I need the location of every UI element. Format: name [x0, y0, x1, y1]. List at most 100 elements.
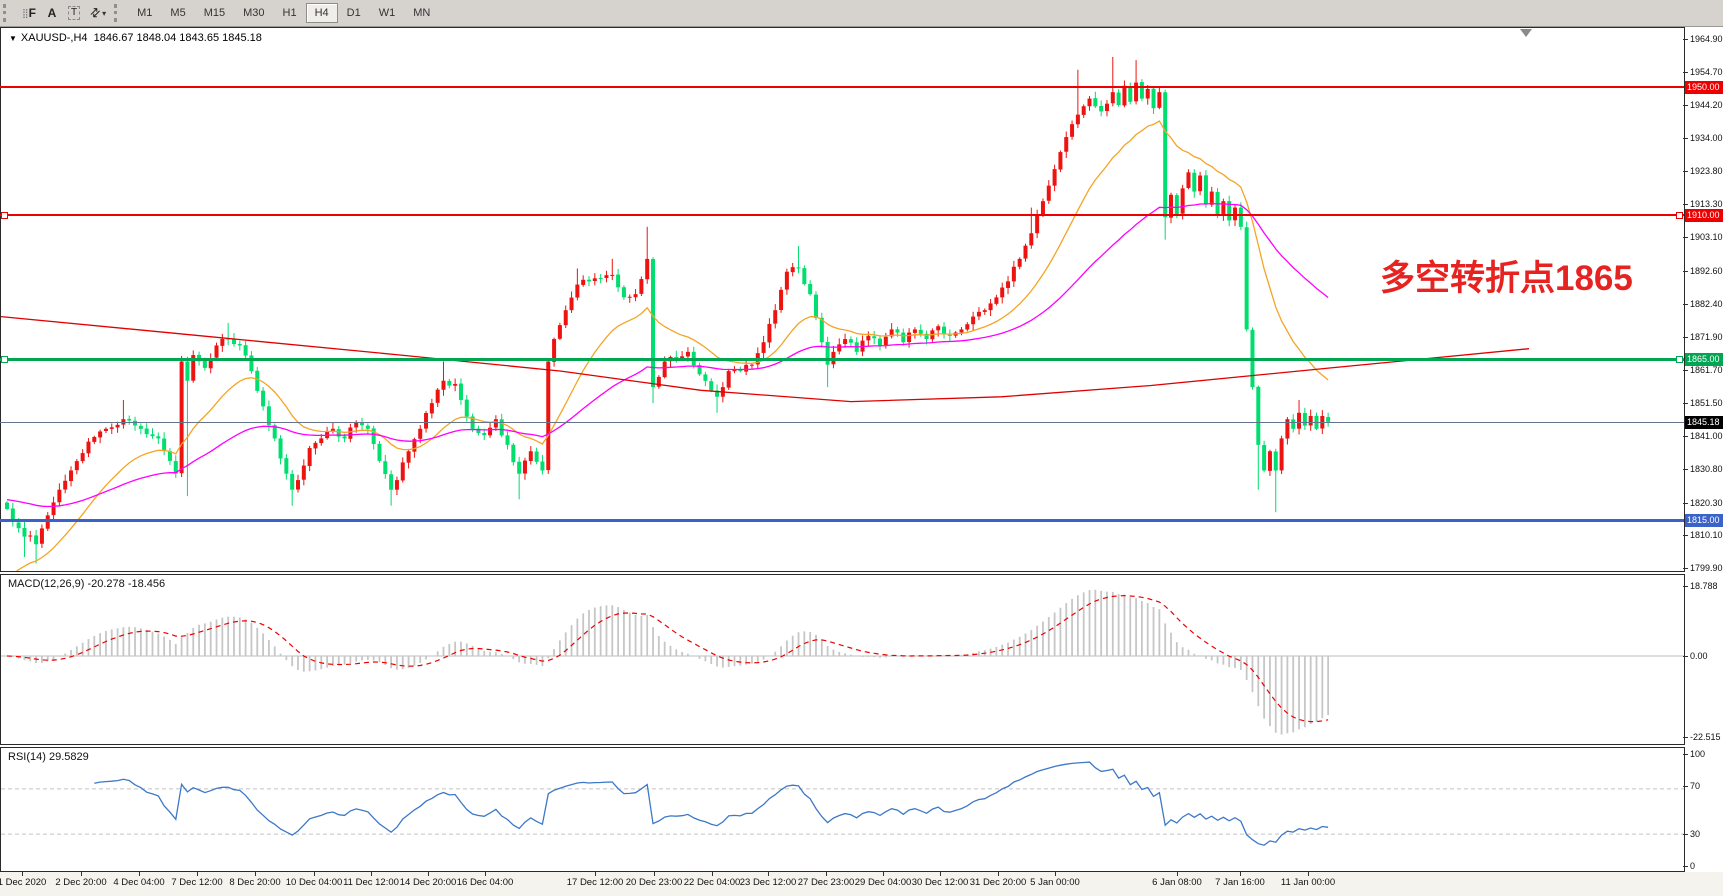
axis-tick-label: 1871.90 — [1690, 332, 1723, 342]
axis-tick-label: 100 — [1690, 749, 1706, 759]
axis-tick-label: 30 — [1690, 829, 1701, 839]
time-tick — [826, 872, 827, 876]
time-tick — [595, 872, 596, 876]
axis-tick-label: 1964.90 — [1690, 34, 1723, 44]
axis-tick — [1683, 304, 1688, 305]
fibonacci-tool-button[interactable]: ⣿ F — [17, 3, 41, 23]
time-label: 6 Jan 08:00 — [1152, 877, 1202, 888]
time-tick — [712, 872, 713, 876]
hline-handle[interactable] — [1, 356, 8, 363]
axis-tick-label: 1934.00 — [1690, 133, 1723, 143]
hline-1865.00[interactable] — [0, 358, 1684, 361]
axis-tick — [1683, 834, 1688, 835]
toolbar-grip[interactable] — [3, 4, 12, 22]
time-tick — [485, 872, 486, 876]
axis-tick-label: 1882.40 — [1690, 299, 1723, 309]
hline-handle[interactable] — [1676, 212, 1683, 219]
axis-tick-label: 1841.00 — [1690, 431, 1723, 441]
timeframe-button-h4[interactable]: H4 — [305, 3, 338, 23]
timeframe-button-m1[interactable]: M1 — [137, 7, 153, 19]
toolbar-grip-2[interactable] — [114, 4, 123, 22]
axis-tick — [1683, 469, 1688, 470]
time-tick — [768, 872, 769, 876]
time-label: 23 Dec 12:00 — [739, 877, 797, 888]
time-label: 27 Dec 23:00 — [797, 877, 855, 888]
price-flag-1950.00: 1950.00 — [1685, 81, 1723, 94]
time-tick — [255, 872, 256, 876]
timeframe-button-m30[interactable]: M30 — [243, 7, 265, 19]
text-icon: A — [47, 6, 57, 20]
timeframe-button-h1[interactable]: H1 — [282, 7, 297, 19]
time-tick — [197, 872, 198, 876]
time-label: 7 Dec 12:00 — [171, 877, 223, 888]
axis-tick — [1683, 271, 1688, 272]
time-tick — [22, 872, 23, 876]
current-price-line — [0, 422, 1684, 423]
symbol-timeframe: XAUUSD-,H4 — [20, 32, 88, 44]
axis-tick-label: 18.788 — [1690, 581, 1718, 591]
text-tool-button[interactable]: A — [41, 3, 63, 23]
axis-tick-label: 1944.20 — [1690, 100, 1723, 110]
rsi-axis[interactable]: 100 70 30 0 — [1683, 747, 1723, 872]
macd-canvas[interactable] — [1, 575, 1684, 744]
axis-tick — [1683, 171, 1688, 172]
timeframe-button-w1[interactable]: W1 — [378, 7, 396, 19]
time-tick — [940, 872, 941, 876]
text-label-tool-button[interactable]: T — [63, 3, 85, 23]
axis-tick-label: 0 — [1690, 861, 1696, 871]
time-axis[interactable]: 1 Dec 2020 2 Dec 20:00 4 Dec 04:00 7 Dec 12… — [0, 872, 1723, 896]
time-tick — [654, 872, 655, 876]
axis-tick — [1683, 535, 1688, 536]
macd-axis[interactable]: 18.788 0.00 -22.515 — [1683, 574, 1723, 745]
timeframe-button-group: M1 M5 M15 M30 H1 H4 D1 W1 MN — [128, 3, 439, 23]
time-label: 22 Dec 04:00 — [683, 877, 741, 888]
chart-title: ▼ XAUUSD-,H4 1846.67 1848.04 1843.65 1845… — [9, 32, 262, 44]
price-axis[interactable]: 1950.00 1910.00 1865.00 1815.00 1845.18 1964.… — [1683, 27, 1723, 573]
axis-tick — [1683, 105, 1688, 106]
hline-1950.00[interactable] — [0, 86, 1684, 88]
hline-handle[interactable] — [1, 212, 8, 219]
axis-tick — [1683, 204, 1688, 205]
axis-tick-label: 1799.90 — [1690, 563, 1723, 573]
time-tick — [1308, 872, 1309, 876]
time-label: 31 Dec 20:00 — [969, 877, 1027, 888]
axis-tick-label: 0.00 — [1690, 651, 1708, 661]
macd-panel[interactable]: MACD(12,26,9) -20.278 -18.456 — [0, 574, 1685, 745]
rsi-canvas[interactable] — [1, 748, 1684, 871]
axis-tick — [1683, 370, 1688, 371]
timeframe-button-d1[interactable]: D1 — [346, 7, 361, 19]
axis-tick — [1683, 39, 1688, 40]
time-label: 20 Dec 23:00 — [625, 877, 683, 888]
timeframe-button-mn[interactable]: MN — [413, 7, 431, 19]
axis-tick-label: 1903.10 — [1690, 232, 1723, 242]
price-chart-panel[interactable]: ▼ XAUUSD-,H4 1846.67 1848.04 1843.65 1845… — [0, 27, 1685, 572]
chart-shift-marker-icon[interactable] — [1520, 29, 1532, 37]
hline-1815.00[interactable] — [0, 519, 1684, 522]
text-label-icon: T — [67, 6, 81, 20]
timeframe-button-m5[interactable]: M5 — [170, 7, 186, 19]
candlestick-canvas[interactable] — [1, 28, 1684, 571]
time-tick — [998, 872, 999, 876]
axis-tick-label: 1820.30 — [1690, 498, 1723, 508]
time-label: 1 Dec 2020 — [0, 877, 47, 888]
rsi-label: RSI(14) 29.5829 — [8, 751, 89, 763]
chevron-down-icon[interactable]: ▾ — [102, 8, 107, 18]
hline-handle[interactable] — [1676, 356, 1683, 363]
hline-1910.00[interactable] — [0, 214, 1684, 216]
time-tick — [883, 872, 884, 876]
time-tick — [1055, 872, 1056, 876]
fibonacci-icon: ⣿ — [22, 7, 29, 18]
time-label: 2 Dec 20:00 — [55, 877, 107, 888]
axis-tick-label: 1861.70 — [1690, 365, 1723, 375]
axis-tick-label: -22.515 — [1690, 732, 1721, 742]
annotation-text[interactable]: 多空转折点1865 — [1380, 259, 1633, 298]
time-label: 14 Dec 20:00 — [399, 877, 457, 888]
axis-tick — [1683, 337, 1688, 338]
arrows-tool-button[interactable]: ⇅ ▾ — [85, 3, 111, 23]
timeframe-button-m15[interactable]: M15 — [203, 7, 226, 19]
axis-tick-label: 1892.60 — [1690, 266, 1723, 276]
rsi-panel[interactable]: RSI(14) 29.5829 — [0, 747, 1685, 872]
axis-tick-label: 1954.70 — [1690, 67, 1723, 77]
collapse-arrow-icon[interactable]: ▼ — [9, 34, 17, 43]
